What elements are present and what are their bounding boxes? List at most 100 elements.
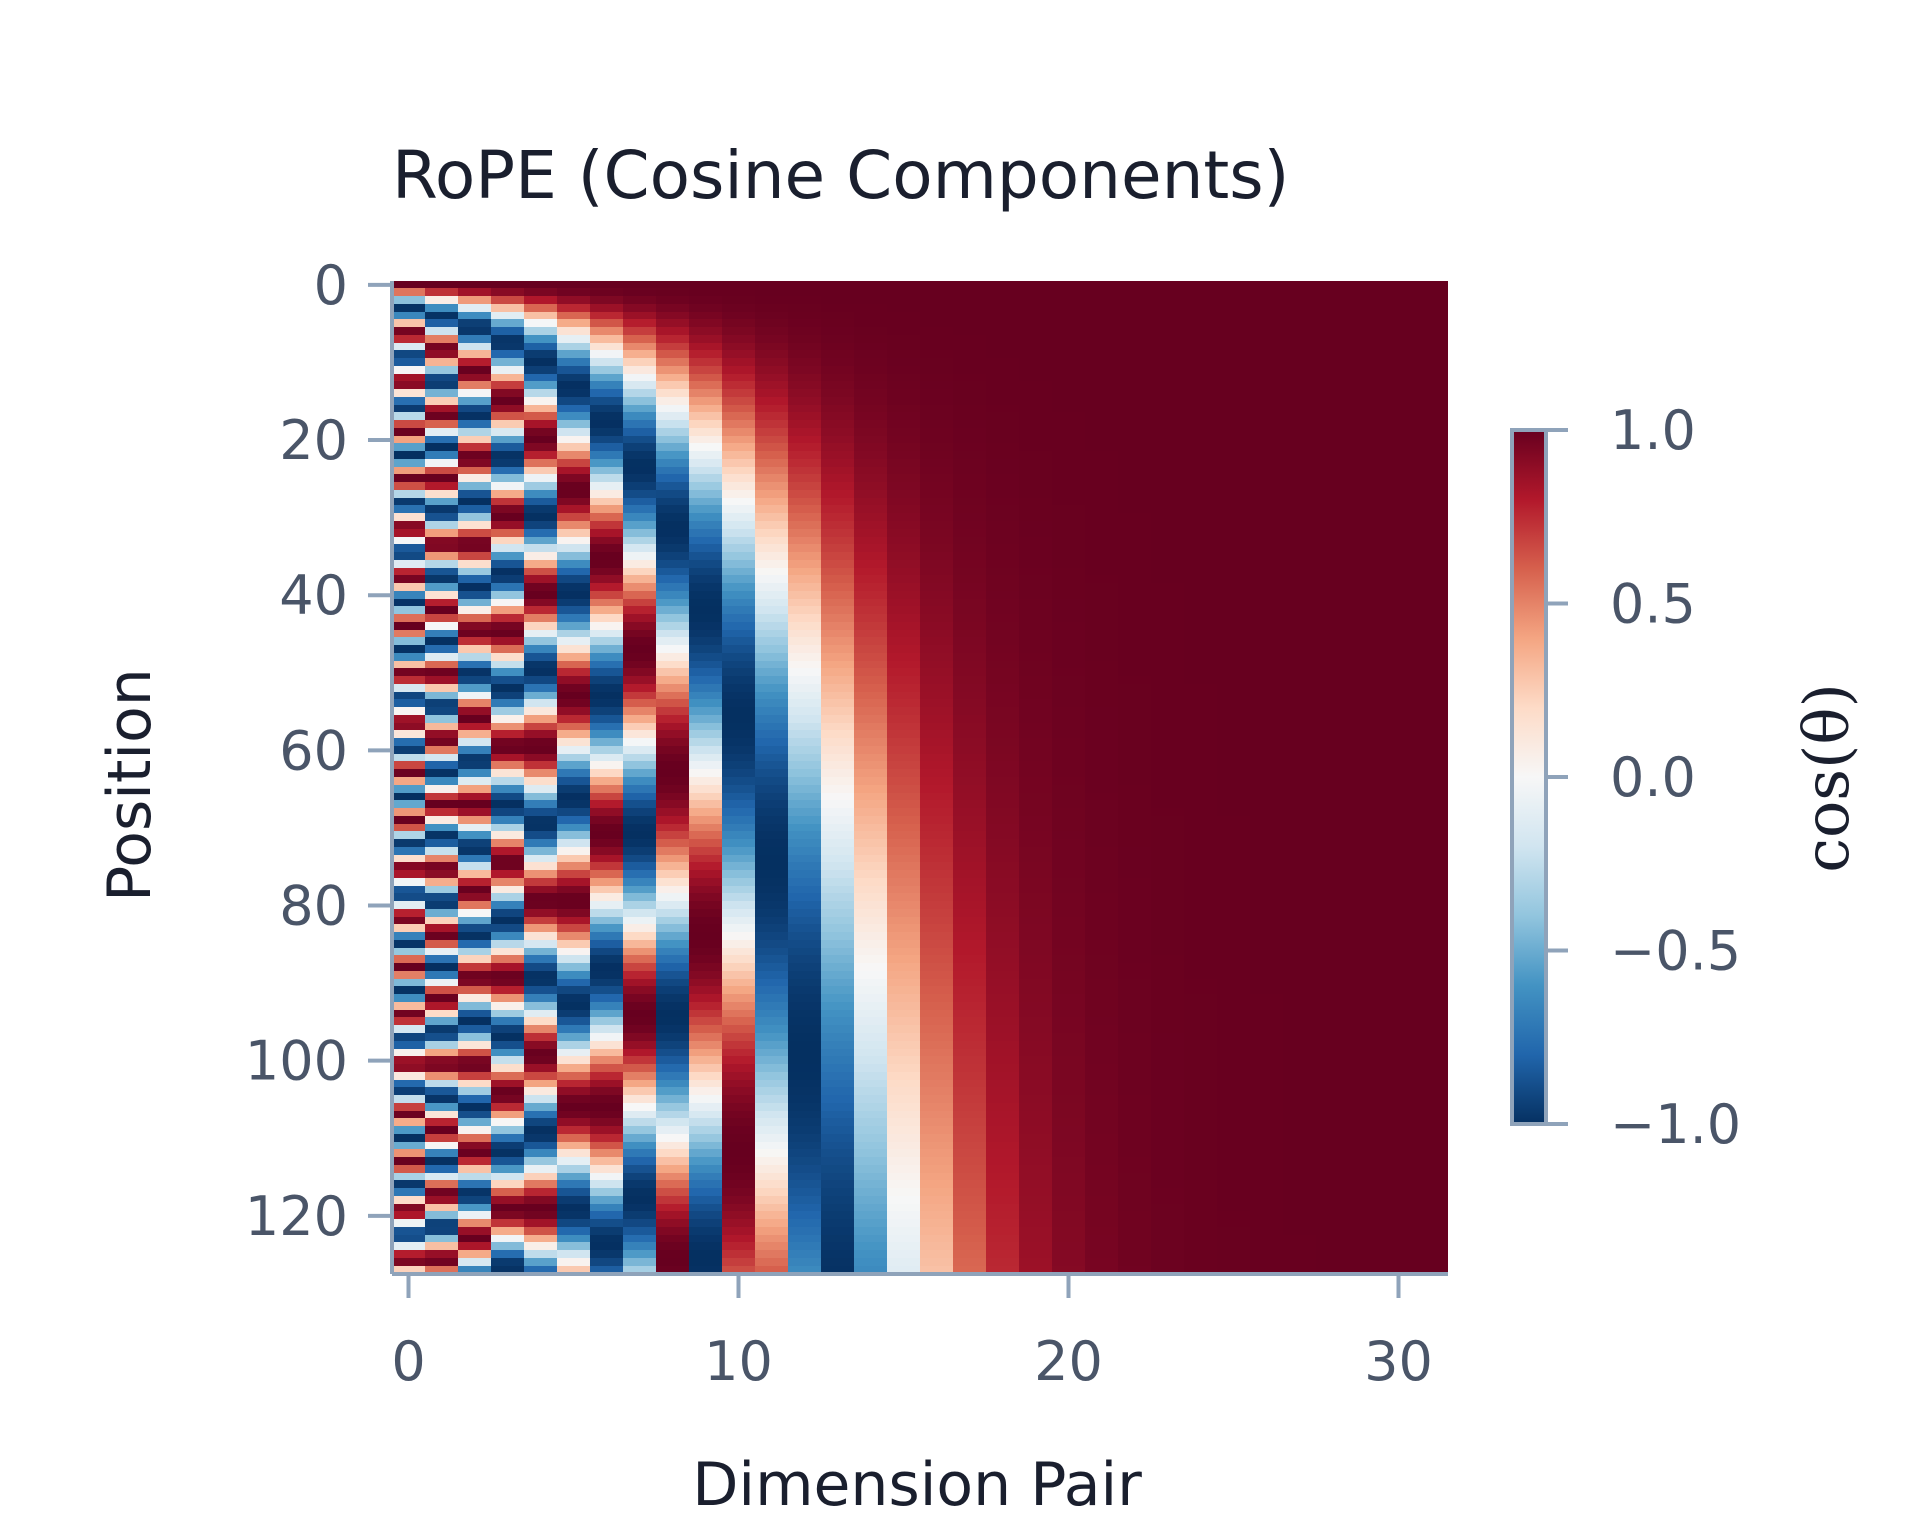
heatmap-cell: [590, 1227, 623, 1236]
heatmap-cell: [1283, 374, 1316, 382]
heatmap-cell: [920, 924, 953, 933]
heatmap-cell: [1382, 358, 1415, 367]
heatmap-cell: [1316, 412, 1349, 421]
heatmap-cell: [953, 583, 986, 592]
heatmap-cell: [557, 831, 590, 840]
heatmap-cell: [524, 715, 557, 724]
heatmap-cell: [1349, 994, 1382, 1003]
heatmap-cell: [1415, 963, 1448, 972]
heatmap-cell: [1085, 979, 1118, 987]
heatmap-cell: [1217, 1219, 1250, 1228]
heatmap-cell: [1415, 1118, 1448, 1127]
heatmap-cell: [788, 793, 821, 801]
heatmap-cell: [953, 715, 986, 724]
heatmap-cell: [656, 319, 689, 328]
heatmap-cell: [1217, 505, 1250, 514]
heatmap-cell: [1316, 645, 1349, 654]
heatmap-cell: [722, 839, 755, 848]
heatmap-cell: [1349, 1142, 1382, 1150]
heatmap-cell: [1217, 1134, 1250, 1143]
heatmap-cell: [887, 358, 920, 367]
heatmap-cell: [1019, 1041, 1052, 1050]
heatmap-cell: [1349, 1033, 1382, 1042]
heatmap-cell: [590, 1266, 623, 1274]
heatmap-cell: [788, 800, 821, 809]
heatmap-cell: [821, 769, 854, 778]
heatmap-cell: [1316, 769, 1349, 778]
heatmap-cell: [1151, 428, 1184, 437]
heatmap-cell: [920, 405, 953, 413]
heatmap-cell: [788, 855, 821, 863]
heatmap-cell: [1283, 754, 1316, 762]
heatmap-cell: [854, 1002, 887, 1011]
heatmap-cell: [821, 730, 854, 739]
heatmap-cell: [491, 366, 524, 375]
heatmap-cell: [1217, 490, 1250, 499]
heatmap-cell: [1217, 521, 1250, 530]
heatmap-cell: [1052, 1157, 1085, 1166]
heatmap-cell: [1184, 855, 1217, 863]
heatmap-cell: [722, 1126, 755, 1135]
heatmap-cell: [1151, 412, 1184, 421]
heatmap-cell: [755, 1095, 788, 1104]
heatmap-cell: [1382, 761, 1415, 770]
heatmap-cell: [854, 529, 887, 538]
heatmap-cell: [920, 443, 953, 452]
heatmap-cell: [557, 839, 590, 848]
heatmap-cell: [656, 1111, 689, 1119]
heatmap-cell: [722, 847, 755, 856]
heatmap-cell: [1250, 994, 1283, 1003]
heatmap-cell: [425, 979, 458, 987]
heatmap-cell: [491, 451, 524, 460]
heatmap-cell: [1019, 1103, 1052, 1112]
heatmap-cell: [1118, 412, 1151, 421]
heatmap-cell: [722, 963, 755, 972]
heatmap-cell: [557, 645, 590, 654]
heatmap-cell: [1052, 599, 1085, 607]
heatmap-cell: [887, 405, 920, 413]
heatmap-cell: [689, 971, 722, 980]
heatmap-cell: [1118, 684, 1151, 693]
heatmap-cell: [623, 754, 656, 762]
heatmap-cell: [986, 847, 1019, 856]
heatmap-cell: [590, 1242, 623, 1251]
heatmap-cell: [1316, 568, 1349, 576]
heatmap-cell: [1316, 529, 1349, 538]
heatmap-cell: [491, 692, 524, 700]
heatmap-cell: [722, 599, 755, 607]
heatmap-cell: [920, 948, 953, 956]
heatmap-cell: [1250, 692, 1283, 700]
heatmap-cell: [1217, 350, 1250, 359]
heatmap-cell: [590, 583, 623, 592]
heatmap-cell: [491, 723, 524, 731]
heatmap-cell: [623, 366, 656, 375]
heatmap-cell: [1415, 924, 1448, 933]
heatmap-cell: [1250, 1134, 1283, 1143]
heatmap-cell: [1184, 312, 1217, 320]
heatmap-cell: [392, 917, 425, 925]
heatmap-cell: [1019, 1219, 1052, 1228]
heatmap-cell: [1184, 288, 1217, 297]
heatmap-cell: [491, 1258, 524, 1267]
heatmap-cell: [656, 1250, 689, 1259]
heatmap-cell: [821, 1211, 854, 1220]
heatmap-cell: [1316, 909, 1349, 918]
heatmap-cell: [1316, 319, 1349, 328]
heatmap-cell: [1316, 505, 1349, 514]
heatmap-cell: [425, 312, 458, 320]
heatmap-cell: [986, 521, 1019, 530]
heatmap-cell: [392, 358, 425, 367]
heatmap-cell: [854, 831, 887, 840]
heatmap-cell: [392, 730, 425, 739]
heatmap-cell: [524, 374, 557, 382]
heatmap-cell: [755, 405, 788, 413]
heatmap-cell: [1382, 893, 1415, 902]
heatmap-cell: [755, 1242, 788, 1251]
heatmap-cell: [788, 1149, 821, 1158]
heatmap-cell: [887, 1064, 920, 1073]
heatmap-cell: [392, 568, 425, 576]
heatmap-cell: [986, 544, 1019, 553]
heatmap-cell: [425, 986, 458, 995]
heatmap-cell: [1184, 521, 1217, 530]
heatmap-cell: [1085, 1049, 1118, 1057]
